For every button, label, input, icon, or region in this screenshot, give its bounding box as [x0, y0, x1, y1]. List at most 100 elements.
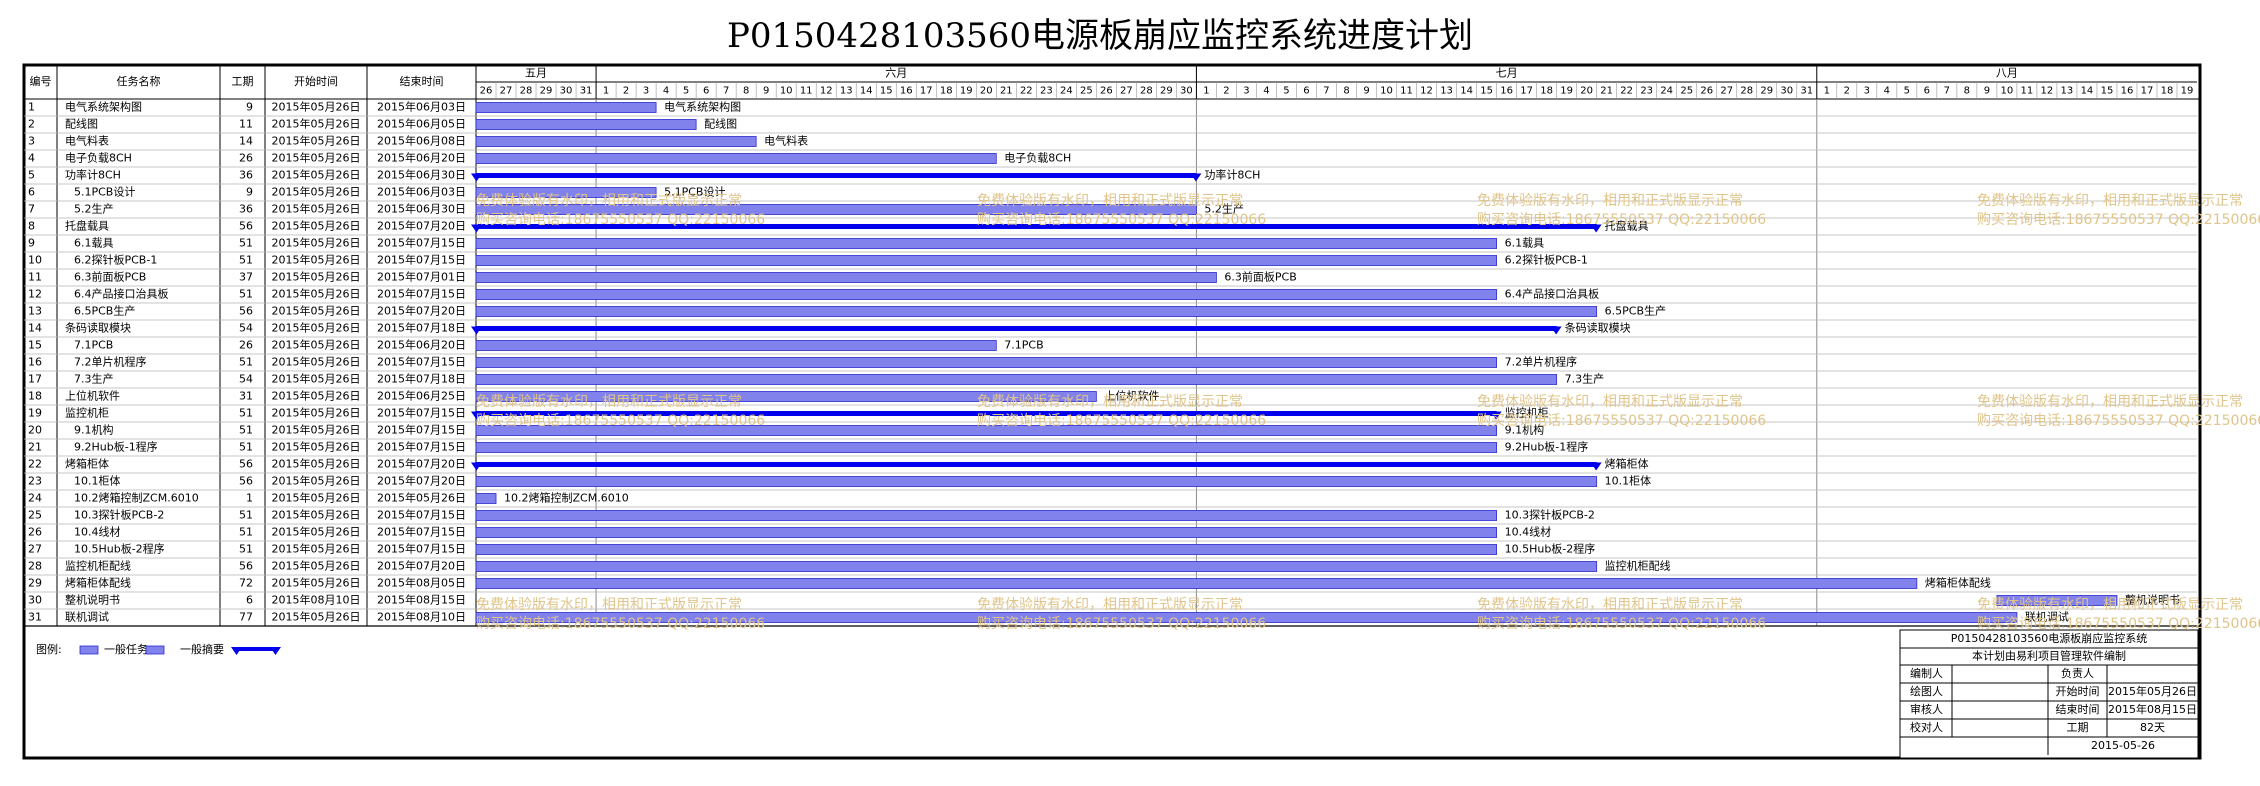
info-box-subtitle: 本计划由易利项目管理软件编制: [1972, 649, 2126, 663]
task-duration: 9: [246, 186, 253, 199]
task-start: 2015年05月26日: [272, 151, 361, 165]
task-duration: 31: [239, 390, 253, 403]
task-bar: [475, 442, 1497, 453]
day-tick-label: 9: [1984, 86, 1990, 97]
task-name: 6.1载具: [74, 237, 114, 250]
task-bar: [475, 119, 697, 130]
day-tick-label: 23: [1040, 86, 1053, 97]
day-tick-label: 12: [1420, 86, 1433, 97]
task-bar: [475, 578, 1918, 589]
task-end: 2015年08月10日: [377, 610, 466, 624]
day-tick-label: 9: [763, 86, 769, 97]
task-name: 5.2生产: [74, 202, 114, 216]
task-end: 2015年06月03日: [377, 100, 466, 114]
task-end: 2015年07月20日: [377, 304, 466, 318]
bar-label: 5.1PCB设计: [664, 186, 725, 199]
summary-bar: [476, 411, 1497, 416]
task-bar: [475, 493, 497, 504]
task-start: 2015年05月26日: [272, 134, 361, 148]
task-bar: [475, 340, 997, 351]
task-start: 2015年05月26日: [272, 491, 361, 505]
task-bar: [475, 476, 1598, 487]
task-name: 9.2Hub板-1程序: [74, 440, 158, 454]
task-bar: [475, 306, 1598, 317]
task-id: 16: [28, 356, 42, 369]
day-tick-label: 29: [1760, 86, 1773, 97]
task-duration: 56: [239, 305, 253, 318]
task-name: 托盘载具: [65, 219, 109, 233]
header-end: 结束时间: [400, 75, 444, 88]
bar-label: 监控机柜: [1505, 406, 1549, 420]
task-name: 7.3生产: [74, 372, 114, 386]
day-tick-label: 1: [1203, 86, 1209, 97]
day-tick-label: 6: [1303, 86, 1309, 97]
day-tick-label: 3: [643, 86, 649, 97]
task-duration: 51: [239, 543, 253, 556]
day-tick-label: 30: [560, 86, 573, 97]
task-id: 20: [28, 424, 42, 437]
task-duration: 51: [239, 288, 253, 301]
bar-label: 联机调试: [2025, 610, 2069, 624]
info-left-label: 审核人: [1910, 702, 1943, 716]
task-name: 6.3前面板PCB: [74, 270, 146, 284]
summary-end-marker: [1550, 326, 1562, 335]
task-end: 2015年07月15日: [377, 542, 466, 556]
day-tick-label: 2: [1223, 86, 1229, 97]
task-start: 2015年05月26日: [272, 457, 361, 471]
summary-end-marker: [1590, 462, 1602, 471]
chart-frame: [22, 63, 2202, 760]
task-start: 2015年05月26日: [272, 304, 361, 318]
task-start: 2015年05月26日: [272, 202, 361, 216]
task-name: 电子负载8CH: [65, 151, 132, 165]
bar-label: 条码读取模块: [1565, 321, 1631, 335]
task-start: 2015年05月26日: [272, 610, 361, 624]
task-end: 2015年07月15日: [377, 253, 466, 267]
summary-end-marker: [1590, 224, 1602, 233]
task-id: 27: [28, 543, 42, 556]
task-end: 2015年07月20日: [377, 457, 466, 471]
day-tick-label: 7: [1944, 86, 1950, 97]
bar-label: 10.2烤箱控制ZCM.6010: [504, 491, 629, 505]
task-bar: [475, 136, 757, 147]
task-start: 2015年05月26日: [272, 270, 361, 284]
bar-label: 托盘载具: [1605, 219, 1649, 233]
task-start: 2015年05月26日: [272, 525, 361, 539]
bar-label: 10.5Hub板-2程序: [1505, 542, 1596, 556]
summary-start-marker: [471, 173, 482, 182]
header-name: 任务名称: [117, 74, 161, 88]
task-start: 2015年05月26日: [272, 406, 361, 420]
summary-start-marker: [471, 411, 482, 420]
task-name: 7.1PCB: [74, 339, 113, 352]
task-end: 2015年07月15日: [377, 287, 466, 301]
day-tick-label: 23: [1640, 86, 1653, 97]
day-tick-label: 30: [1180, 86, 1193, 97]
day-tick-label: 25: [1080, 86, 1093, 97]
day-tick-label: 7: [723, 86, 729, 97]
task-name: 10.5Hub板-2程序: [74, 542, 165, 556]
task-end: 2015年08月05日: [377, 576, 466, 590]
day-tick-label: 15: [2101, 86, 2114, 97]
task-end: 2015年08月15日: [377, 593, 466, 607]
task-end: 2015年07月15日: [377, 355, 466, 369]
page-title: P0150428103560电源板崩应监控系统进度计划: [726, 16, 1474, 56]
task-id: 3: [28, 135, 35, 148]
bar-label: 9.2Hub板-1程序: [1505, 440, 1589, 454]
day-tick-label: 22: [1020, 86, 1033, 97]
task-id: 21: [28, 441, 42, 454]
day-tick-label: 11: [1400, 86, 1413, 97]
task-name: 监控机柜: [65, 406, 109, 420]
task-id: 2: [28, 118, 35, 131]
day-tick-label: 12: [2041, 86, 2054, 97]
day-tick-label: 10: [780, 86, 793, 97]
task-duration: 9: [246, 101, 253, 114]
bar-label: 电气料表: [764, 134, 808, 148]
info-date: 2015-05-26: [2091, 739, 2155, 752]
task-id: 28: [28, 560, 42, 573]
day-tick-label: 16: [1500, 86, 1513, 97]
bar-label: 6.3前面板PCB: [1224, 270, 1296, 284]
task-duration: 51: [239, 254, 253, 267]
task-name: 配线图: [65, 117, 98, 131]
day-tick-label: 26: [480, 86, 493, 97]
day-tick-label: 10: [2001, 86, 2014, 97]
task-duration: 54: [239, 373, 253, 386]
